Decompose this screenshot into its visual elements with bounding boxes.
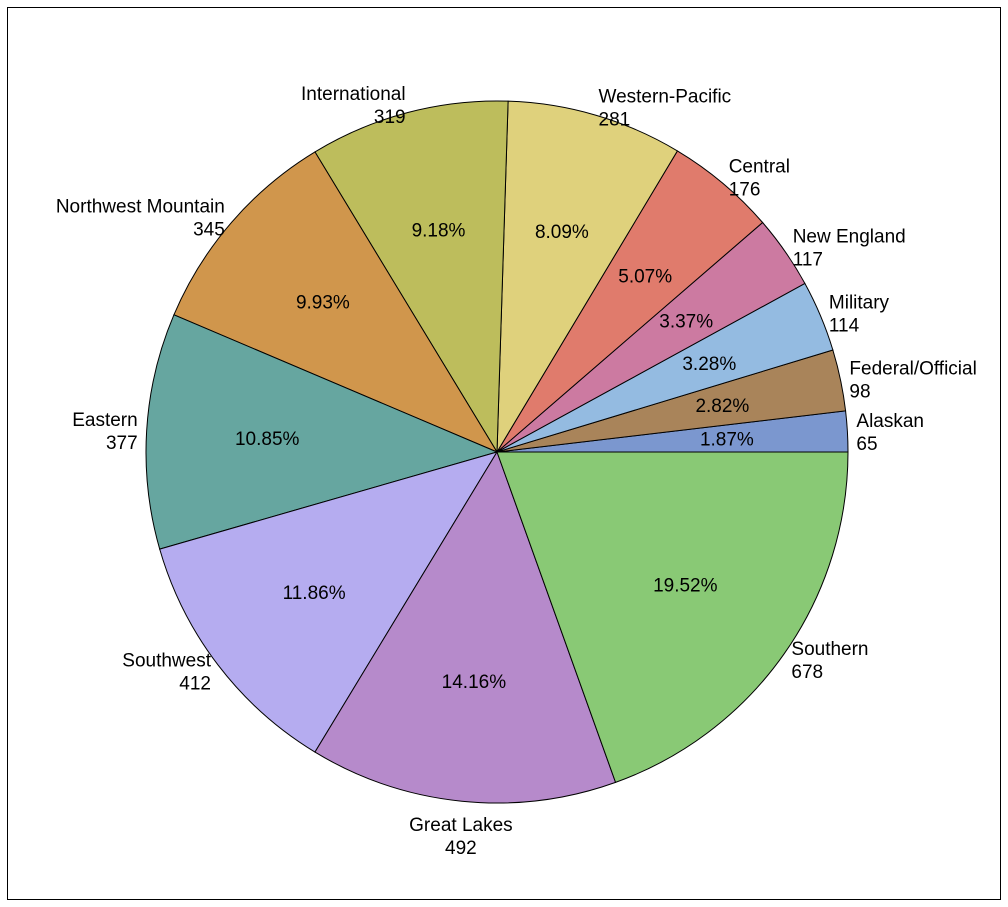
category-label-northwest-mountain: Northwest Mountain 345 [56, 196, 225, 240]
category-label-federal-official: Federal/Official 98 [849, 358, 976, 402]
percent-label-southern: 19.52% [653, 576, 718, 597]
percent-label-central: 5.07% [618, 267, 672, 288]
percent-label-alaskan: 1.87% [700, 430, 754, 451]
category-label-military: Military 114 [829, 293, 890, 337]
category-label-western-pacific: Western-Pacific 281 [599, 87, 732, 131]
percent-label-southwest: 11.86% [283, 583, 346, 604]
pie-slice-southern [496, 451, 849, 784]
pie-slice-great-lakes [314, 450, 617, 804]
pie-slice-western-pacific [496, 100, 679, 454]
pie-slice-eastern [145, 314, 499, 550]
percent-label-eastern: 10.85% [235, 429, 300, 450]
category-label-new-england: New England 117 [793, 227, 906, 271]
percent-label-international: 9.18% [412, 220, 466, 241]
percent-label-military: 3.28% [682, 354, 736, 375]
category-label-eastern: Eastern 377 [72, 410, 137, 454]
pie-slices [145, 100, 849, 804]
pie-slice-international [314, 100, 509, 454]
pie-slice-southwest [159, 451, 499, 753]
chart-frame [7, 7, 1001, 900]
percent-label-northwest-mountain: 9.93% [296, 292, 350, 313]
percent-labels: 1.87% 2.82% 3.28% 3.37% 5.07% 8.09% 9.18% 9.93%… [235, 220, 754, 693]
percent-label-western-pacific: 8.09% [535, 222, 589, 243]
category-labels: Alaskan 65 Federal/Official 98 Military 114 Ne… [56, 84, 977, 859]
category-label-southern: Southern 678 [791, 639, 868, 683]
category-label-alaskan: Alaskan 65 [856, 411, 924, 455]
category-label-southwest: Southwest 412 [122, 651, 211, 695]
pie-slice-northwest-mountain [173, 151, 499, 454]
percent-label-new-england: 3.37% [659, 312, 713, 333]
category-label-great-lakes: Great Lakes 492 [409, 815, 513, 859]
percent-label-federal-official: 2.82% [695, 396, 749, 417]
category-label-central: Central 176 [729, 156, 790, 200]
category-label-international: International 319 [301, 84, 406, 128]
percent-label-great-lakes: 14.16% [442, 672, 507, 693]
